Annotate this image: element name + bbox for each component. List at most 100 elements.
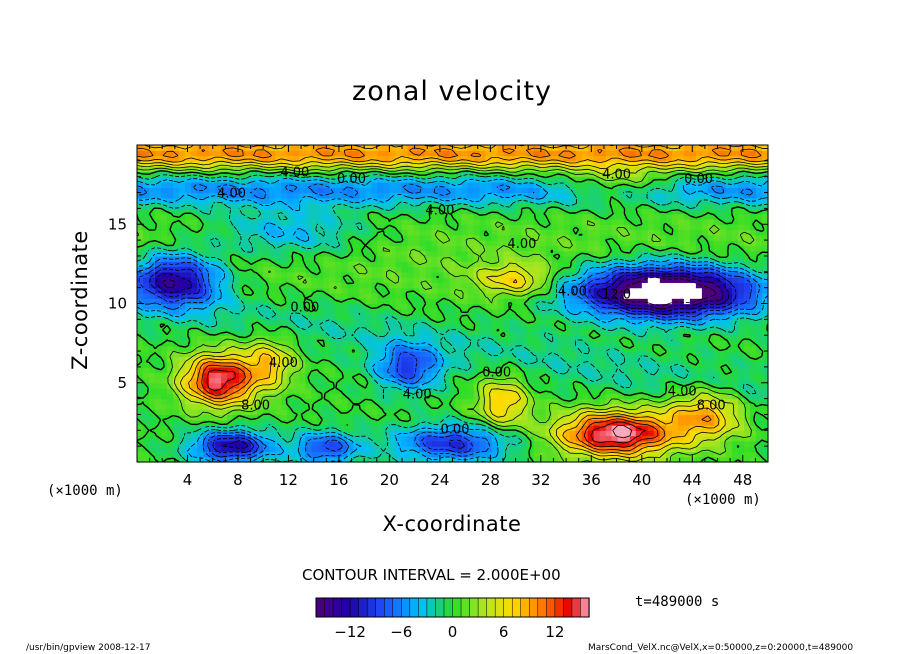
- field-cell: [137, 277, 144, 283]
- field-cell: [527, 213, 535, 220]
- field-cell: [587, 419, 595, 426]
- field-cell: [449, 361, 457, 368]
- field-cell: [515, 393, 523, 400]
- field-cell: [281, 271, 288, 278]
- field-cell: [545, 440, 553, 447]
- field-cell: [293, 319, 300, 326]
- field-cell: [239, 213, 246, 220]
- field-cell: [677, 425, 685, 431]
- field-cell: [197, 340, 204, 347]
- field-cell: [389, 382, 397, 389]
- field-cell: [533, 409, 541, 416]
- field-cell: [389, 409, 397, 416]
- field-cell: [635, 255, 643, 262]
- field-cell: [251, 446, 258, 453]
- field-cell: [389, 335, 397, 342]
- field-cell: [401, 324, 409, 331]
- field-cell: [299, 340, 306, 347]
- field-cell: [239, 308, 246, 315]
- field-cell: [599, 282, 607, 289]
- field-cell: [713, 314, 721, 320]
- field-cell: [257, 266, 264, 273]
- field-cell: [341, 314, 348, 320]
- field-cell: [341, 451, 348, 458]
- field-cell: [593, 340, 601, 347]
- field-cell: [263, 440, 270, 447]
- field-cell: [599, 393, 607, 400]
- field-cell: [287, 451, 294, 458]
- field-cell: [725, 277, 733, 283]
- field-cell: [299, 356, 306, 363]
- field-cell: [353, 329, 360, 336]
- field-cell: [287, 303, 294, 310]
- field-cell: [575, 329, 583, 336]
- field-cell: [323, 451, 330, 458]
- field-cell: [491, 282, 499, 289]
- field-cell: [497, 324, 505, 331]
- field-cell: [575, 430, 583, 437]
- field-cell: [557, 314, 565, 320]
- field-cell: [653, 456, 661, 463]
- field-cell: [449, 335, 457, 342]
- field-cell: [581, 292, 589, 299]
- field-cell: [323, 319, 330, 326]
- field-cell: [143, 213, 150, 220]
- field-cell: [257, 240, 264, 246]
- field-cell: [635, 440, 643, 447]
- field-cell: [611, 261, 619, 268]
- field-cell: [257, 208, 264, 215]
- field-cell: [587, 372, 595, 379]
- field-cell: [593, 456, 601, 463]
- field-cell: [353, 287, 360, 294]
- field-cell: [251, 261, 258, 268]
- field-cell: [713, 255, 721, 262]
- field-cell: [713, 303, 721, 310]
- field-cell: [263, 329, 270, 336]
- field-cell: [263, 308, 270, 315]
- field-cell: [305, 298, 312, 305]
- field-cell: [695, 314, 703, 320]
- field-cell: [251, 308, 258, 315]
- field-cell: [599, 398, 607, 405]
- field-cell: [239, 277, 246, 283]
- field-cell: [137, 361, 144, 368]
- field-cell: [737, 409, 745, 416]
- field-cell: [683, 335, 691, 342]
- field-cell: [683, 345, 691, 352]
- field-cell: [641, 277, 649, 283]
- field-cell: [431, 372, 439, 379]
- field-cell: [359, 287, 366, 294]
- field-cell: [275, 409, 282, 416]
- field-cell: [317, 218, 324, 225]
- field-cell: [137, 250, 144, 257]
- field-cell: [533, 324, 541, 331]
- field-cell: [533, 234, 541, 241]
- field-cell: [251, 277, 258, 283]
- field-cell: [341, 335, 348, 342]
- field-cell: [239, 224, 246, 231]
- field-cell: [203, 393, 210, 400]
- field-cell: [305, 382, 312, 389]
- field-cell: [137, 372, 144, 379]
- field-cell: [455, 255, 463, 262]
- field-cell: [317, 440, 324, 447]
- field-cell: [713, 451, 721, 458]
- field-cell: [305, 277, 312, 283]
- field-cell: [419, 208, 427, 215]
- field-cell: [605, 303, 613, 310]
- field-cell: [221, 351, 228, 357]
- field-cell: [443, 398, 451, 405]
- field-cell: [299, 451, 306, 458]
- field-cell: [617, 292, 625, 299]
- field-cell: [407, 250, 415, 257]
- field-cell: [323, 271, 330, 278]
- field-cell: [257, 366, 264, 373]
- field-cell: [707, 329, 715, 336]
- field-cell: [527, 451, 535, 458]
- field-cell: [269, 250, 276, 257]
- field-cell: [311, 340, 318, 347]
- field-cell: [263, 361, 270, 368]
- field-cell: [143, 340, 150, 347]
- field-cell: [419, 345, 427, 352]
- field-cell: [299, 425, 306, 431]
